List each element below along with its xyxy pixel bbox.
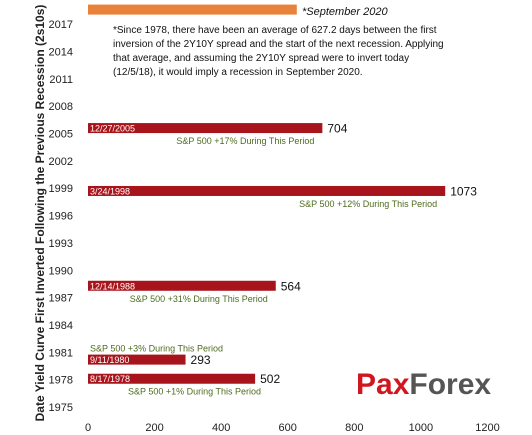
sp500-note-2: S&P 500 +12% During This Period	[299, 199, 437, 209]
y-tick-1993: 1993	[49, 238, 73, 250]
y-tick-2008: 2008	[49, 101, 73, 113]
logo-forex: Forex	[409, 368, 491, 401]
bars: 12/27/2005 704 S&P 500 +17% During This Pe…	[88, 4, 477, 397]
y-tick-2017: 2017	[49, 19, 73, 31]
y-tick-1978: 1978	[49, 375, 73, 387]
bar-2	[88, 185, 446, 196]
y-tick-2014: 2014	[49, 47, 73, 59]
x-tick-200: 200	[145, 422, 163, 434]
y-tick-1996: 1996	[49, 211, 73, 223]
footnote-line-1: *Since 1978, there have been an average …	[113, 25, 437, 36]
sp500-note-3: S&P 500 +31% During This Period	[130, 294, 268, 304]
x-tick-800: 800	[345, 422, 363, 434]
x-tick-600: 600	[279, 422, 297, 434]
bar-0	[88, 4, 297, 15]
y-tick-1990: 1990	[49, 265, 73, 277]
sp500-note-5: S&P 500 +1% During This Period	[128, 387, 261, 397]
sp500-note-1: S&P 500 +17% During This Period	[176, 136, 314, 146]
y-tick-1984: 1984	[49, 320, 73, 332]
y-tick-1975: 1975	[49, 402, 73, 414]
bar-date-label-1: 12/27/2005	[90, 124, 135, 134]
footnote-line-4: (12/5/18), it would imply a recession in…	[113, 67, 363, 78]
bar-date-label-2: 3/24/1998	[90, 186, 130, 196]
september-2020-annotation: *September 2020	[302, 6, 388, 18]
y-tick-1999: 1999	[49, 183, 73, 195]
bar-value-label-3: 564	[281, 279, 301, 293]
x-tick-1200: 1200	[475, 422, 499, 434]
y-tick-2002: 2002	[49, 156, 73, 168]
bar-date-label-5: 8/17/1978	[90, 374, 130, 384]
bar-5	[88, 373, 256, 384]
paxforex-logo: PaxForex	[356, 368, 491, 401]
y-tick-2005: 2005	[49, 129, 73, 141]
y-tick-2011: 2011	[49, 74, 73, 86]
bar-value-label-1: 704	[327, 122, 347, 136]
bar-1	[88, 123, 323, 134]
x-tick-0: 0	[85, 422, 91, 434]
footnote: *Since 1978, there have been an average …	[113, 25, 444, 78]
bar-date-label-4: 9/11/1980	[90, 355, 129, 365]
bar-date-label-3: 12/14/1988	[90, 281, 135, 291]
footnote-line-2: inversion of the 2Y10Y spread and the st…	[113, 39, 444, 50]
y-tick-1987: 1987	[49, 293, 73, 305]
x-tick-400: 400	[212, 422, 230, 434]
x-tick-1000: 1000	[409, 422, 433, 434]
bar-value-label-4: 293	[191, 353, 211, 367]
logo-pax: Pax	[356, 368, 410, 401]
bar-3	[88, 280, 276, 291]
sp500-note-4: S&P 500 +3% During This Period	[90, 344, 223, 354]
bar-value-label-2: 1073	[450, 184, 477, 198]
y-tick-labels: 2017 2014 2011 2008 2005 2002 1999 1996 1993 1990…	[49, 19, 73, 414]
svg-text:PaxForex: PaxForex	[356, 368, 491, 401]
bar-value-label-5: 502	[260, 372, 280, 386]
y-tick-1981: 1981	[49, 347, 73, 359]
bar-4	[88, 354, 186, 365]
x-tick-labels: 0 200 400 600 800 1000 1200	[85, 422, 500, 434]
footnote-line-3: that average, and assuming the 2Y10Y spr…	[113, 53, 409, 64]
y-axis-label: Date Yield Curve First Inverted Followin…	[33, 5, 47, 422]
